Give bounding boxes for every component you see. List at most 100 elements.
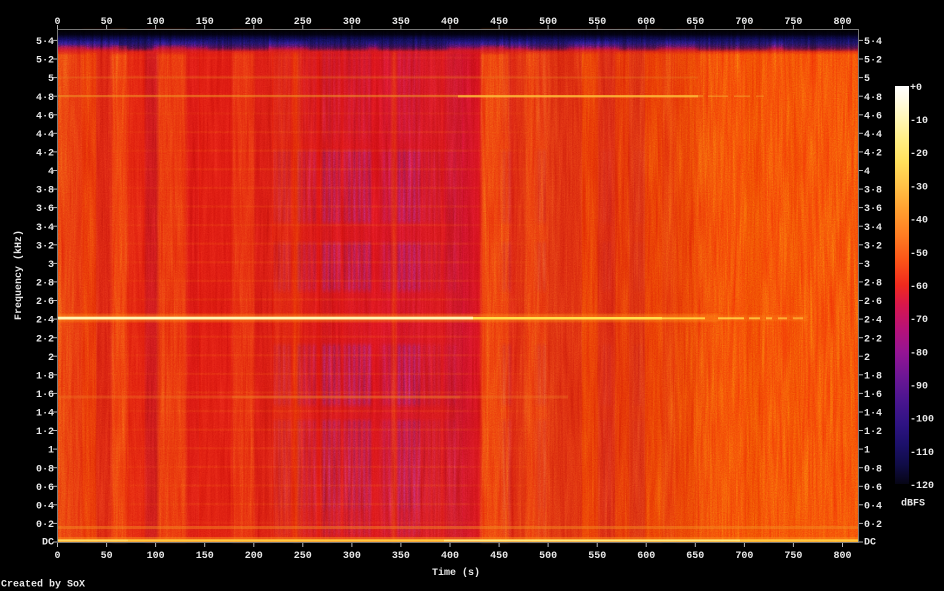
svg-text:350: 350 bbox=[392, 551, 410, 562]
svg-text:1∙8: 1∙8 bbox=[36, 371, 54, 382]
svg-text:1∙8: 1∙8 bbox=[864, 371, 882, 382]
svg-text:2∙4: 2∙4 bbox=[36, 316, 54, 327]
svg-text:2∙8: 2∙8 bbox=[36, 279, 54, 290]
svg-text:250: 250 bbox=[294, 551, 312, 562]
svg-text:-110: -110 bbox=[910, 448, 934, 459]
svg-text:5∙2: 5∙2 bbox=[36, 56, 54, 67]
svg-text:-90: -90 bbox=[910, 381, 928, 392]
svg-text:500: 500 bbox=[539, 17, 557, 28]
svg-text:4∙4: 4∙4 bbox=[36, 130, 54, 141]
svg-text:1∙6: 1∙6 bbox=[864, 390, 882, 401]
svg-text:2∙6: 2∙6 bbox=[864, 297, 882, 308]
svg-text:550: 550 bbox=[588, 17, 606, 28]
svg-text:-40: -40 bbox=[910, 216, 928, 227]
svg-text:50: 50 bbox=[101, 551, 113, 562]
svg-text:5: 5 bbox=[864, 74, 870, 85]
svg-text:0∙2: 0∙2 bbox=[864, 520, 882, 531]
svg-text:3∙6: 3∙6 bbox=[36, 204, 54, 215]
svg-text:4∙2: 4∙2 bbox=[36, 149, 54, 160]
svg-text:800: 800 bbox=[833, 551, 851, 562]
svg-text:dBFS: dBFS bbox=[901, 498, 925, 510]
svg-text:650: 650 bbox=[686, 551, 704, 562]
svg-text:200: 200 bbox=[245, 551, 263, 562]
svg-text:350: 350 bbox=[392, 17, 410, 28]
svg-text:3∙8: 3∙8 bbox=[36, 186, 54, 197]
svg-text:250: 250 bbox=[294, 17, 312, 28]
svg-text:2∙8: 2∙8 bbox=[864, 279, 882, 290]
svg-text:3: 3 bbox=[864, 260, 870, 271]
svg-text:2∙4: 2∙4 bbox=[864, 316, 882, 327]
svg-text:-60: -60 bbox=[910, 282, 928, 293]
svg-text:-80: -80 bbox=[910, 348, 928, 359]
svg-text:5∙2: 5∙2 bbox=[864, 56, 882, 67]
svg-text:0: 0 bbox=[54, 551, 60, 562]
svg-text:1∙2: 1∙2 bbox=[36, 427, 54, 438]
svg-text:1: 1 bbox=[864, 446, 870, 457]
svg-text:450: 450 bbox=[490, 17, 508, 28]
svg-text:3∙6: 3∙6 bbox=[864, 204, 882, 215]
svg-text:Frequency (kHz): Frequency (kHz) bbox=[13, 230, 25, 320]
svg-text:650: 650 bbox=[686, 17, 704, 28]
svg-text:300: 300 bbox=[343, 551, 361, 562]
svg-text:600: 600 bbox=[637, 17, 655, 28]
svg-text:700: 700 bbox=[735, 17, 753, 28]
svg-text:150: 150 bbox=[196, 17, 214, 28]
svg-text:0∙8: 0∙8 bbox=[864, 464, 882, 475]
svg-text:0∙6: 0∙6 bbox=[864, 483, 882, 494]
svg-text:2∙2: 2∙2 bbox=[864, 334, 882, 345]
svg-text:500: 500 bbox=[539, 551, 557, 562]
svg-text:4∙6: 4∙6 bbox=[864, 111, 882, 122]
svg-text:400: 400 bbox=[441, 17, 459, 28]
svg-text:4∙8: 4∙8 bbox=[36, 93, 54, 104]
svg-text:600: 600 bbox=[637, 551, 655, 562]
svg-text:2∙6: 2∙6 bbox=[36, 297, 54, 308]
svg-text:-10: -10 bbox=[910, 116, 928, 127]
svg-text:400: 400 bbox=[441, 551, 459, 562]
svg-text:-100: -100 bbox=[910, 415, 934, 426]
svg-text:800: 800 bbox=[833, 17, 851, 28]
svg-text:-120: -120 bbox=[910, 481, 934, 492]
svg-text:1∙6: 1∙6 bbox=[36, 390, 54, 401]
svg-text:550: 550 bbox=[588, 551, 606, 562]
svg-text:5∙4: 5∙4 bbox=[36, 37, 54, 48]
svg-text:Time (s): Time (s) bbox=[432, 567, 480, 579]
svg-text:0∙2: 0∙2 bbox=[36, 520, 54, 531]
svg-text:3: 3 bbox=[48, 260, 54, 271]
svg-text:0∙4: 0∙4 bbox=[864, 501, 882, 512]
svg-text:0: 0 bbox=[54, 17, 60, 28]
svg-text:3∙2: 3∙2 bbox=[36, 241, 54, 252]
svg-text:100: 100 bbox=[147, 551, 165, 562]
svg-text:0∙6: 0∙6 bbox=[36, 483, 54, 494]
svg-text:150: 150 bbox=[196, 551, 214, 562]
svg-text:2∙2: 2∙2 bbox=[36, 334, 54, 345]
svg-text:DC: DC bbox=[42, 538, 54, 549]
svg-text:750: 750 bbox=[784, 551, 802, 562]
svg-text:200: 200 bbox=[245, 17, 263, 28]
svg-text:1∙4: 1∙4 bbox=[864, 409, 882, 420]
svg-text:DC: DC bbox=[864, 538, 876, 549]
svg-text:4∙4: 4∙4 bbox=[864, 130, 882, 141]
svg-text:5: 5 bbox=[48, 74, 54, 85]
svg-text:5∙4: 5∙4 bbox=[864, 37, 882, 48]
svg-text:4∙8: 4∙8 bbox=[864, 93, 882, 104]
svg-text:50: 50 bbox=[101, 17, 113, 28]
svg-text:100: 100 bbox=[147, 17, 165, 28]
svg-text:0∙4: 0∙4 bbox=[36, 501, 54, 512]
svg-text:750: 750 bbox=[784, 17, 802, 28]
svg-text:1∙4: 1∙4 bbox=[36, 409, 54, 420]
svg-text:450: 450 bbox=[490, 551, 508, 562]
svg-text:4: 4 bbox=[864, 167, 870, 178]
svg-text:-20: -20 bbox=[910, 149, 928, 160]
svg-text:700: 700 bbox=[735, 551, 753, 562]
svg-text:-50: -50 bbox=[910, 249, 928, 260]
svg-text:-30: -30 bbox=[910, 182, 928, 193]
svg-text:+0: +0 bbox=[910, 83, 922, 94]
svg-text:3∙8: 3∙8 bbox=[864, 186, 882, 197]
svg-text:4∙2: 4∙2 bbox=[864, 149, 882, 160]
svg-text:2: 2 bbox=[864, 353, 870, 364]
svg-text:3∙4: 3∙4 bbox=[36, 223, 54, 234]
svg-text:1∙2: 1∙2 bbox=[864, 427, 882, 438]
svg-text:4∙6: 4∙6 bbox=[36, 111, 54, 122]
svg-text:0∙8: 0∙8 bbox=[36, 464, 54, 475]
svg-text:300: 300 bbox=[343, 17, 361, 28]
